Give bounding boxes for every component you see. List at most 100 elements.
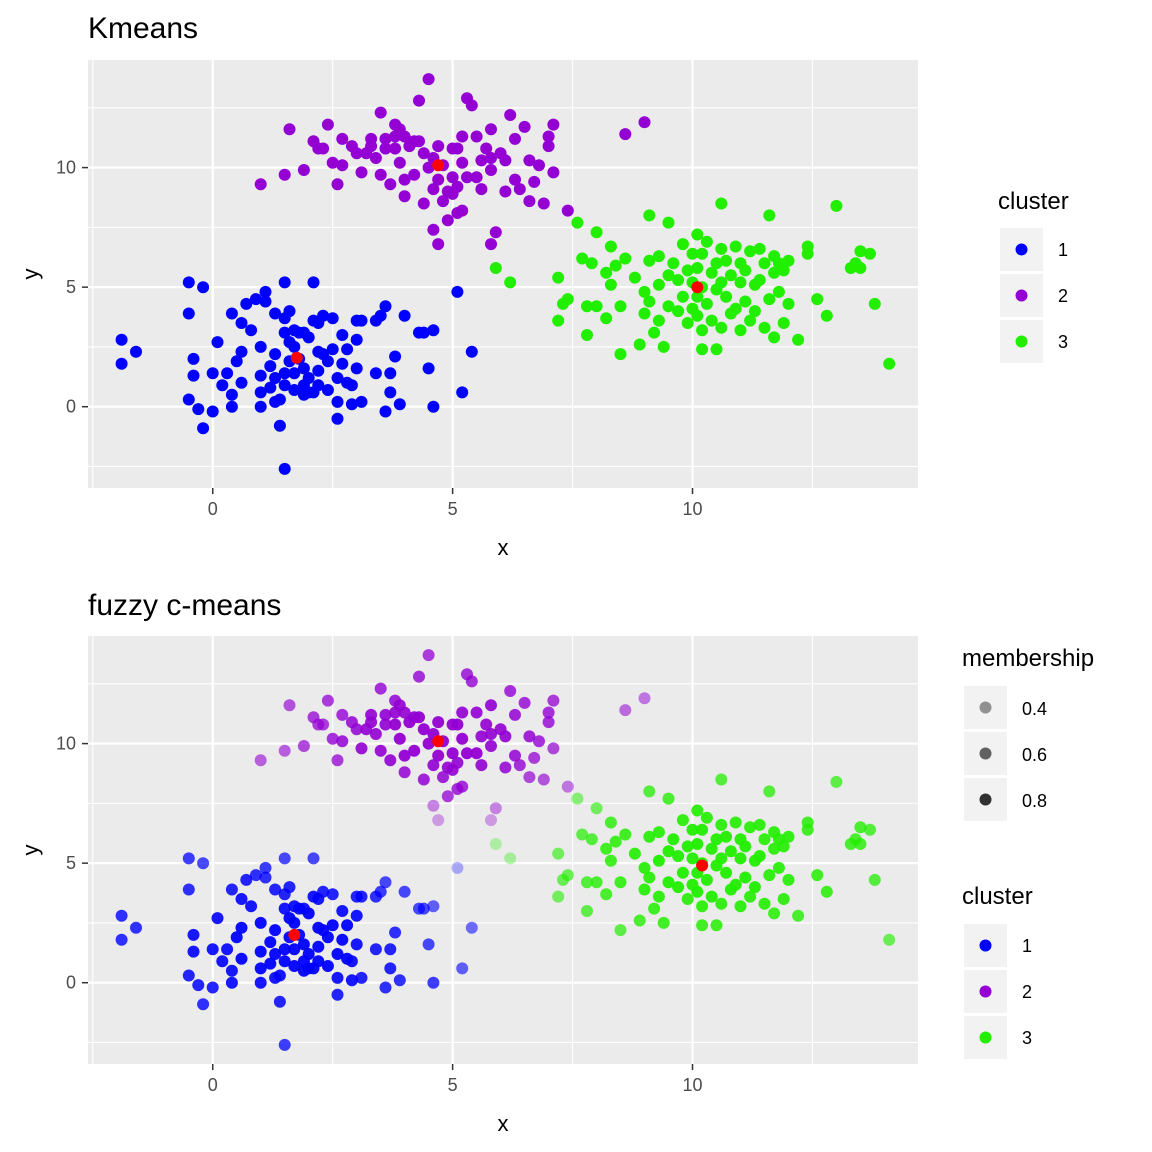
kmeans-point-cluster-1	[288, 367, 301, 380]
kmeans-point-cluster-1	[326, 312, 339, 325]
kmeans-point-cluster-1	[384, 367, 397, 380]
fuzzy-cmeans-point-cluster-2	[413, 670, 425, 683]
fuzzy-cmeans-point-cluster-3	[672, 881, 685, 894]
kmeans-point-cluster-3	[604, 240, 617, 253]
kmeans-point-cluster-2	[393, 156, 406, 169]
fuzzy-cmeans-point-cluster-1	[288, 943, 301, 956]
fuzzy-cmeans-point-cluster-2	[547, 742, 560, 755]
fuzzy-cmeans-point-cluster-1	[451, 861, 464, 874]
kmeans-point-cluster-2	[317, 142, 330, 155]
fuzzy-cmeans-point-cluster-1	[254, 945, 267, 958]
fuzzy-cmeans-point-cluster-3	[686, 852, 699, 865]
kmeans-point-cluster-3	[758, 321, 771, 334]
kmeans-legend-swatch-2	[1015, 289, 1028, 302]
kmeans-point-cluster-2	[374, 106, 387, 119]
fuzzy-cmeans-point-cluster-1	[393, 974, 406, 987]
fuzzy-cmeans-point-cluster-3	[739, 840, 752, 853]
kmeans-point-cluster-1	[302, 331, 315, 344]
fuzzy-cmeans-point-cluster-3	[633, 914, 646, 927]
kmeans-point-cluster-3	[691, 228, 704, 241]
fuzzy-cluster-legend-swatch-3	[979, 1031, 992, 1044]
kmeans-point-cluster-2	[475, 154, 488, 167]
fuzzy-cmeans-point-cluster-3	[801, 823, 814, 836]
fuzzy-cmeans-point-cluster-3	[710, 833, 723, 846]
kmeans-point-cluster-2	[384, 178, 397, 191]
fuzzy-cmeans-centroids	[288, 735, 709, 941]
fuzzy-cmeans-point-cluster-3	[768, 842, 781, 855]
fuzzy-cmeans-point-cluster-1	[283, 881, 296, 894]
kmeans-point-cluster-3	[552, 314, 565, 327]
kmeans-point-cluster-3	[638, 285, 651, 298]
kmeans-point-cluster-3	[619, 252, 632, 265]
fuzzy-cmeans-x-ticks: 0 5 10	[208, 1064, 703, 1095]
kmeans-point-cluster-3	[696, 247, 709, 260]
fuzzy-cmeans-point-cluster-2	[379, 708, 392, 721]
kmeans-point-cluster-1	[307, 276, 320, 289]
kmeans-point-cluster-2	[254, 178, 267, 191]
kmeans-point-cluster-1	[331, 412, 344, 425]
fuzzy-cmeans-point-cluster-3	[504, 852, 517, 865]
fuzzy-cmeans-point-cluster-3	[772, 861, 785, 874]
kmeans-point-cluster-1	[350, 333, 363, 346]
fuzzy-cmeans-point-cluster-3	[696, 823, 709, 836]
kmeans-point-cluster-3	[696, 343, 709, 356]
fuzzy-cmeans-point-cluster-2	[350, 723, 363, 736]
fuzzy-cmeans-point-cluster-3	[811, 869, 824, 882]
kmeans-point-cluster-3	[652, 314, 665, 327]
fuzzy-cmeans-point-cluster-1	[225, 964, 238, 977]
fuzzy-cmeans-point-cluster-1	[297, 938, 310, 951]
fuzzy-cmeans-point-cluster-3	[609, 835, 622, 848]
fuzzy-cmeans-point-cluster-2	[461, 747, 473, 760]
kmeans-point-cluster-1	[321, 355, 334, 368]
kmeans-point-cluster-3	[576, 252, 589, 265]
kmeans-point-cluster-1	[283, 305, 296, 318]
kmeans-point-cluster-1	[269, 372, 282, 384]
fuzzy-cmeans-point-cluster-3	[643, 871, 656, 884]
kmeans-point-cluster-3	[705, 266, 718, 279]
kmeans-point-cluster-2	[619, 128, 632, 141]
fuzzy-cmeans-point-cluster-2	[523, 771, 536, 784]
fuzzy-cmeans-point-cluster-2	[499, 730, 512, 743]
kmeans-point-cluster-3	[614, 348, 627, 361]
fuzzy-cmeans-point-cluster-3	[710, 919, 723, 932]
fuzzy-cmeans-point-cluster-2	[523, 730, 536, 743]
kmeans-point-cluster-2	[542, 140, 555, 153]
kmeans-legend-title: cluster	[998, 188, 1069, 215]
kmeans-point-cluster-1	[427, 324, 440, 337]
kmeans-point-cluster-2	[451, 142, 464, 155]
kmeans-point-cluster-1	[192, 403, 205, 416]
kmeans-point-cluster-3	[609, 259, 622, 272]
fuzzy-cmeans-points	[115, 649, 896, 1051]
fuzzy-cmeans-point-cluster-1	[278, 943, 291, 956]
fuzzy-cmeans-point-cluster-2	[638, 692, 651, 705]
fuzzy-cmeans-point-cluster-1	[427, 976, 440, 989]
fuzzy-cmeans-point-cluster-1	[369, 943, 382, 956]
kmeans-point-cluster-1	[115, 333, 128, 346]
kmeans-point-cluster-2	[336, 132, 349, 145]
kmeans-point-cluster-3	[662, 216, 675, 229]
fuzzy-cmeans-point-cluster-1	[206, 943, 219, 956]
kmeans-point-cluster-2	[398, 173, 411, 186]
fuzzy-cmeans-point-cluster-1	[379, 876, 392, 889]
fuzzy-cmeans-point-cluster-1	[259, 871, 272, 884]
fuzzy-cmeans-point-cluster-2	[465, 675, 478, 688]
membership-legend: membership 0.4 0.6 0.8	[962, 645, 1094, 821]
kmeans-point-cluster-2	[523, 154, 536, 167]
fuzzy-cmeans-point-cluster-1	[269, 948, 282, 960]
fuzzy-cmeans-point-cluster-2	[446, 747, 459, 760]
kmeans-point-cluster-3	[590, 226, 603, 239]
kmeans-point-cluster-3	[883, 357, 896, 370]
fuzzy-cmeans-point-cluster-1	[254, 916, 267, 929]
kmeans-point-cluster-2	[369, 152, 382, 164]
kmeans-point-cluster-2	[398, 130, 411, 143]
kmeans-point-cluster-2	[456, 130, 469, 143]
fuzzy-cmeans-point-cluster-2	[504, 685, 517, 697]
kmeans-point-cluster-3	[696, 324, 709, 337]
fuzzy-cmeans-point-cluster-2	[389, 718, 402, 731]
kmeans-point-cluster-1	[288, 384, 301, 396]
fuzzy-cmeans-point-cluster-3	[854, 821, 867, 834]
kmeans-point-cluster-3	[657, 340, 670, 353]
fuzzy-cmeans-point-cluster-2	[297, 740, 310, 752]
fuzzy-cmeans-point-cluster-2	[336, 708, 349, 721]
fuzzy-cmeans-point-cluster-3	[686, 823, 699, 836]
